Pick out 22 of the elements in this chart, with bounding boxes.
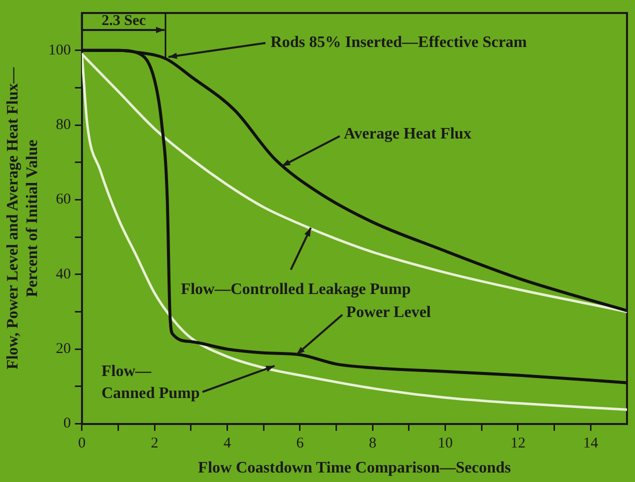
annotation: 2.3 Sec — [102, 12, 146, 29]
y-axis-title: Flow, Power Level and Average Heat Flux— Percent of Initial Value — [4, 66, 41, 370]
annotation: Power Level — [346, 304, 432, 321]
annotation: Flow—Controlled Leakage Pump — [180, 280, 411, 298]
x-tick-label: 0 — [78, 436, 86, 452]
y-tick-label: 60 — [56, 192, 71, 208]
x-tick-label: 2 — [150, 436, 158, 452]
y-tick-label: 100 — [48, 42, 71, 58]
annotation: Average Heat Flux — [344, 125, 472, 142]
x-tick-label: 12 — [510, 436, 526, 452]
ref-line-label: Rods 85% Inserted—Effective Scram — [270, 34, 528, 52]
y-tick-label: 0 — [63, 416, 71, 432]
x-tick-label: 4 — [224, 436, 232, 452]
y-tick-label: 20 — [56, 341, 71, 358]
annotation: Flow— Canned Pump — [102, 363, 200, 402]
x-axis-title: Flow Coastdown Time Comparison—Seconds — [198, 460, 511, 477]
x-tick-label: 14 — [583, 436, 599, 452]
x-tick-label: 6 — [296, 436, 304, 452]
x-tick-label: 8 — [368, 436, 376, 452]
y-tick-label: 40 — [56, 266, 71, 282]
x-tick-label: 10 — [438, 436, 453, 452]
y-tick-label: 80 — [56, 116, 71, 133]
